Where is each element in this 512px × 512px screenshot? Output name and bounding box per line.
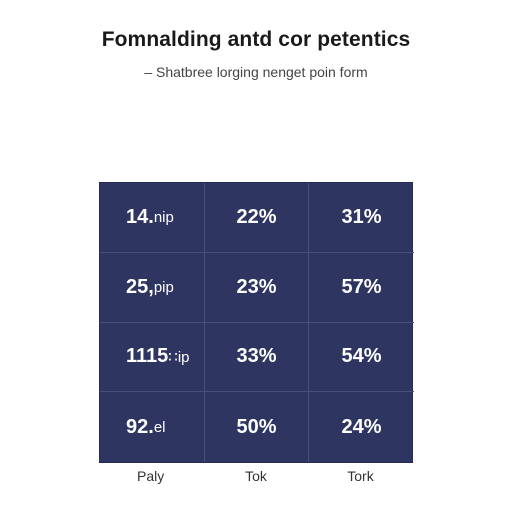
row-3-value: 1115: [126, 345, 169, 368]
row-4-col-2: 50%: [205, 392, 309, 462]
row-1-col-2: 22%: [205, 183, 309, 253]
row-2-col-2: 23%: [205, 252, 309, 323]
column-label-1: Paly: [137, 468, 165, 484]
page-title: Fomnalding antd cor petentics: [101, 28, 411, 51]
row-4-label-cell: 92. el: [100, 392, 205, 462]
row-2-col-3: 57%: [309, 253, 414, 323]
row-3-col-2: 33%: [205, 322, 309, 393]
page-subtitle: – Shatbree lorging nenget poin form: [144, 64, 368, 80]
row-4-value: 92.: [126, 415, 154, 438]
row-2-unit: pip: [153, 278, 174, 296]
row-3-label-cell: 1115 ∷ip: [100, 322, 205, 393]
row-1-unit: nip: [153, 208, 174, 226]
column-label-2: Tok: [245, 468, 267, 484]
row-1-col-3: 31%: [309, 183, 414, 253]
row-1-label-cell: 14. nip: [100, 183, 205, 253]
row-2-label-cell: 25, pip: [100, 252, 205, 323]
data-grid: 14. nip 22% 31% 25, pip 23% 57% 1115 ∷ip 33…: [99, 182, 414, 463]
row-4-col-3: 24%: [341, 415, 382, 438]
row-1-value: 14.: [126, 205, 154, 228]
row-2-value: 25,: [126, 275, 154, 298]
column-label-3: Tork: [347, 468, 374, 484]
row-4-unit: el: [153, 418, 166, 436]
column-labels: Paly Tok Tork: [99, 468, 413, 484]
row-3-col-3: 54%: [309, 323, 414, 393]
row-3-unit: ∷ip: [168, 348, 190, 366]
